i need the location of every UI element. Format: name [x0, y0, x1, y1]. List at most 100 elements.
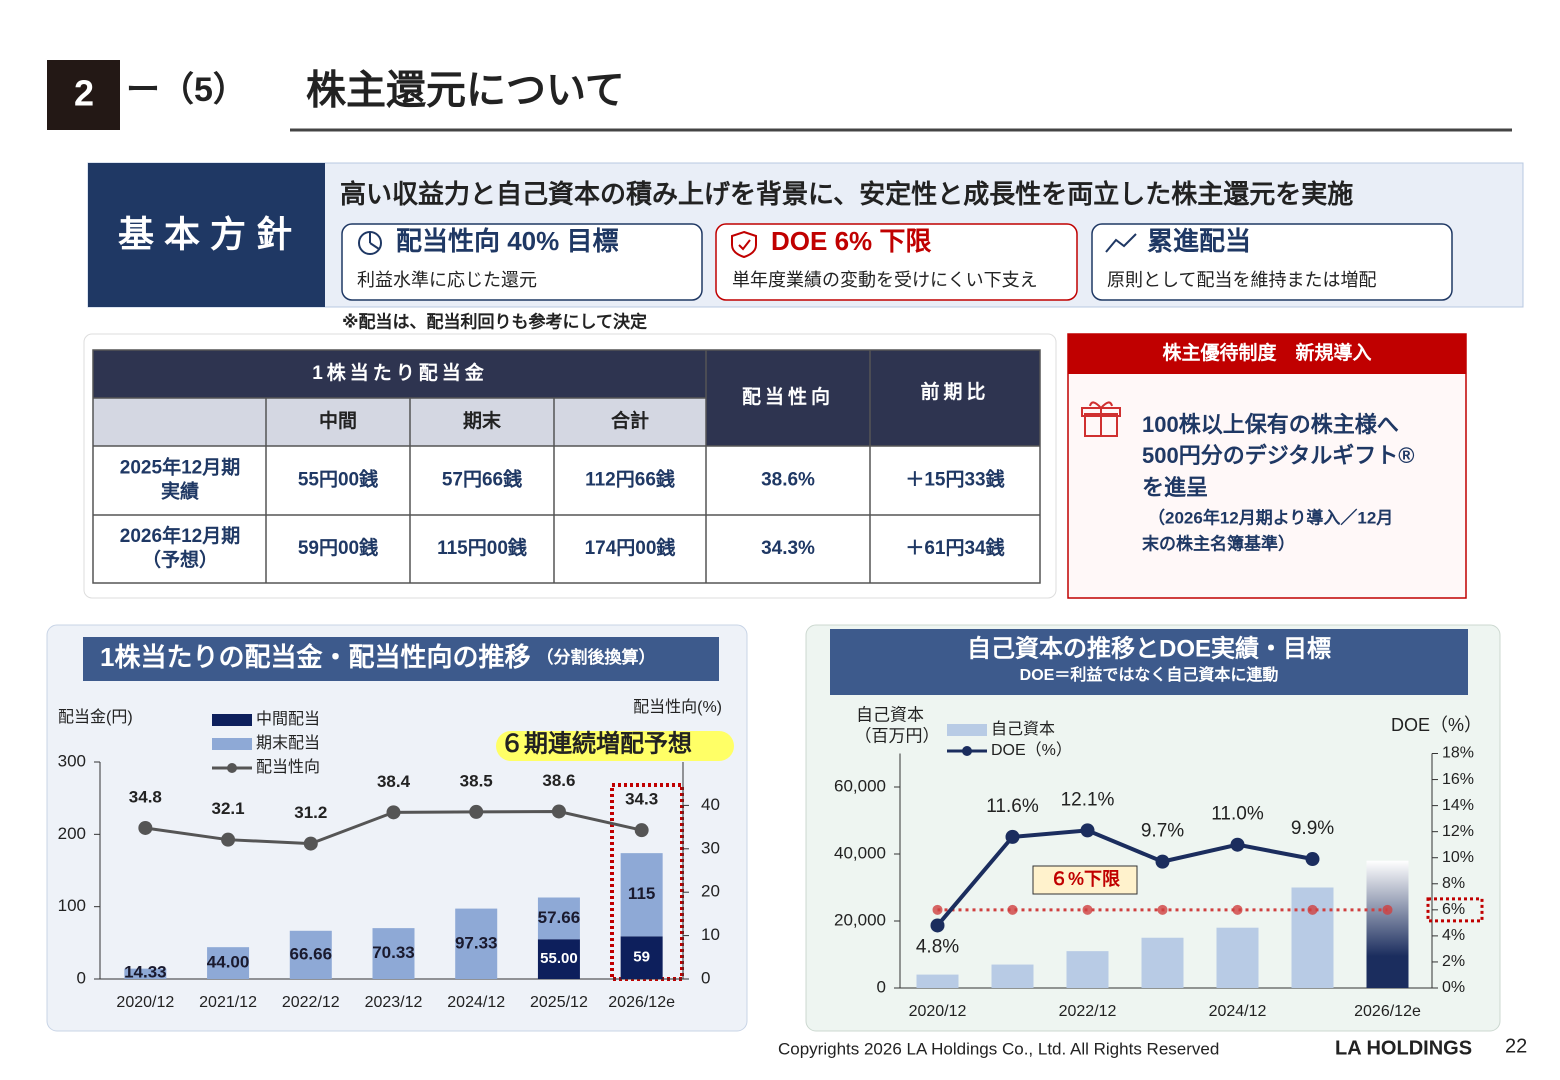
table-cell: 112円66銭 — [585, 468, 675, 491]
y2-tick-label: 10 — [701, 925, 720, 944]
policy-item-desc: 利益水準に応じた還元 — [357, 270, 537, 290]
table-header: 合計 — [611, 409, 649, 432]
line-marker — [1005, 829, 1020, 844]
highlight — [496, 731, 734, 761]
x-tick-label: 2025/12 — [530, 994, 588, 1011]
x-tick-label: 2020/12 — [116, 994, 174, 1011]
line-marker — [930, 918, 945, 933]
legend-label: 期末配当 — [256, 734, 320, 752]
line-label: 12.1% — [1061, 789, 1115, 810]
bar — [537, 897, 580, 940]
table-grid — [92, 349, 1041, 584]
x-tick-label: 2026/12e — [608, 994, 675, 1011]
x-tick-label: 2023/12 — [365, 994, 423, 1011]
legend-swatch — [947, 724, 987, 736]
target-dot — [1232, 904, 1243, 915]
chart-title-main: 1株当たりの配当金・配当性向の推移 — [100, 642, 530, 672]
bar — [1366, 860, 1409, 988]
target-dot — [932, 904, 943, 915]
bar — [124, 968, 167, 979]
legend-label: DOE（%） — [991, 741, 1072, 759]
bar-label: 59 — [633, 949, 650, 966]
x-tick-label: 2020/12 — [909, 1003, 967, 1020]
annotation: ６期連続増配予想 — [500, 729, 692, 757]
table-cell: 115円00銭 — [437, 536, 527, 559]
y2-tick-label: 16% — [1442, 771, 1474, 788]
chart-title-bar — [83, 637, 719, 681]
legend-swatch — [212, 714, 252, 726]
y-tick-label: 300 — [58, 751, 86, 770]
y-tick-label: 200 — [58, 824, 86, 843]
table-cell: ＋15円33銭 — [905, 468, 1004, 491]
benefit-note: 末の株主名簿基準） — [1142, 533, 1295, 553]
target-dot — [1082, 904, 1093, 915]
table-header: 配当性向 — [742, 385, 834, 408]
y2-tick-label: 6% — [1442, 901, 1465, 918]
target-dot — [1382, 904, 1393, 915]
line-marker — [551, 804, 566, 819]
bar — [289, 930, 332, 979]
table-cell: 38.6% — [761, 470, 815, 491]
row-label: （予想） — [142, 548, 218, 571]
policy-item-title: 累進配当 — [1147, 226, 1251, 256]
legend-marker — [227, 763, 237, 773]
chart-title: 1株当たりの配当金・配当性向の推移 （分割後換算） — [100, 642, 655, 672]
icon-shield-check — [738, 239, 751, 251]
table-cell: 174円00銭 — [585, 536, 676, 559]
table-header: 前期比 — [920, 380, 989, 403]
line-label: 11.0% — [1211, 804, 1264, 825]
policy-note: ※配当は、配当利回りも参考にして決定 — [342, 311, 647, 331]
benefit-title: 株主優待制度 新規導入 — [1162, 341, 1371, 364]
row-label: 2026年12月期 — [120, 524, 240, 547]
line-marker — [1155, 854, 1170, 869]
bar — [620, 853, 663, 937]
bar — [620, 936, 663, 979]
table-cell: 34.3% — [761, 538, 815, 559]
y-tick-label: 0 — [77, 968, 86, 987]
bar — [1066, 951, 1109, 988]
target-dot — [1307, 904, 1318, 915]
bar — [916, 974, 959, 988]
page-number: 22 — [1505, 1035, 1527, 1057]
line-label: 34.8 — [129, 787, 162, 806]
chart-title: 自己資本の推移とDOE実績・目標 — [967, 634, 1331, 662]
line-marker — [386, 805, 401, 820]
line-marker — [1305, 852, 1320, 867]
bar-label: 97.33 — [455, 933, 498, 952]
target-tick-highlight — [1426, 897, 1484, 923]
icon-shield — [731, 230, 757, 259]
line — [935, 828, 1313, 927]
x-tick-label: 2022/12 — [1059, 1003, 1117, 1020]
y2-axis-label: 配当性向(%) — [633, 698, 722, 716]
icon-pie-detail — [369, 232, 380, 250]
policy-label: 基本方針 — [118, 214, 302, 255]
y2-tick-label: 10% — [1442, 849, 1474, 866]
bar — [537, 939, 580, 979]
target-label-box — [1032, 865, 1138, 895]
table-cell: ＋61円34銭 — [905, 536, 1004, 559]
table-header: 中間 — [319, 409, 357, 432]
line-marker — [138, 820, 153, 835]
bar — [1141, 937, 1184, 988]
bar — [207, 947, 250, 979]
policy-item-title: 配当性向 40% 目標 — [396, 226, 619, 256]
bar-label: 55.00 — [540, 950, 578, 967]
target-dot — [1007, 904, 1018, 915]
legend-marker — [962, 746, 972, 756]
x-tick-label: 2022/12 — [282, 994, 340, 1011]
chart-subtitle: DOE＝利益ではなく自己資本に連動 — [1020, 665, 1279, 684]
copyright: Copyrights 2026 LA Holdings Co., Ltd. Al… — [778, 1039, 1219, 1058]
logo: LA HOLDINGS — [1335, 1037, 1472, 1059]
y2-tick-label: 20 — [701, 882, 720, 901]
y2-axis-label: DOE（%） — [1391, 715, 1482, 735]
bar-label: 14.33 — [124, 962, 167, 981]
y2-tick-label: 2% — [1442, 953, 1465, 970]
line-marker — [469, 804, 484, 819]
y2-tick-label: 14% — [1442, 797, 1474, 814]
y2-tick-label: 40 — [701, 795, 720, 814]
line-marker — [634, 823, 649, 838]
policy-headline: 高い収益力と自己資本の積み上げを背景に、安定性と成長性を両立した株主還元を実施 — [340, 179, 1353, 209]
section-number: 2 — [74, 73, 94, 114]
table-cell: 57円66銭 — [442, 468, 522, 491]
